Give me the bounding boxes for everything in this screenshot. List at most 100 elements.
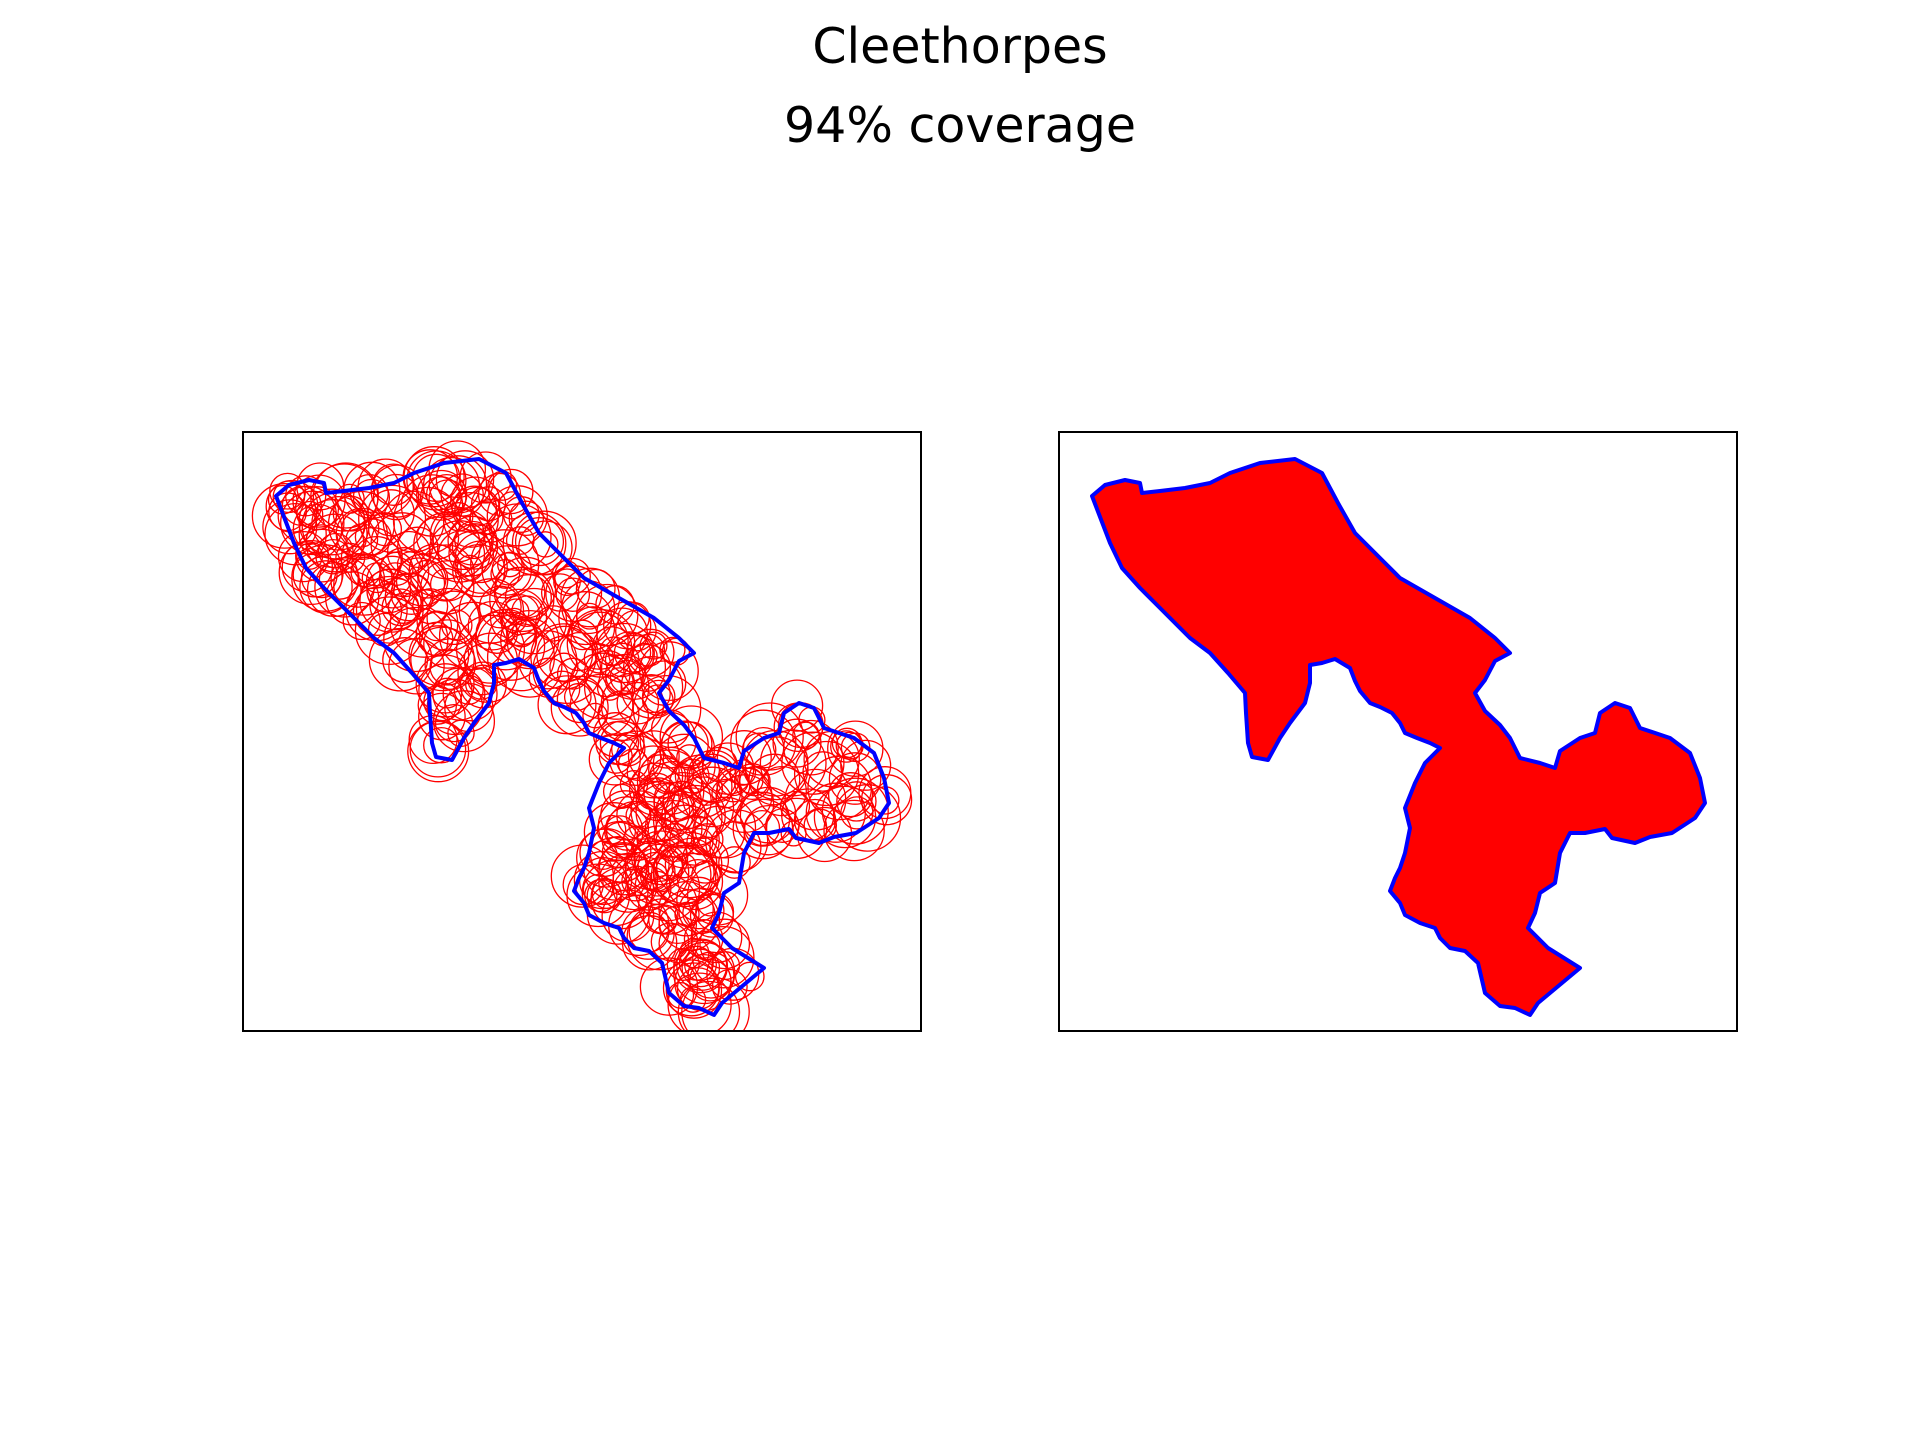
coverage-circle (417, 685, 458, 725)
coverage-circle (716, 730, 772, 786)
coverage-circle (429, 648, 467, 686)
coverage-circle (627, 730, 680, 783)
coverage-circle (718, 846, 751, 879)
coverage-circle (630, 642, 658, 670)
coverage-circle (840, 796, 874, 830)
coverage-circle (407, 559, 447, 599)
coverage-circle (391, 557, 446, 611)
coverage-circle (488, 468, 534, 515)
coverage-circle (506, 618, 536, 648)
coverage-circle (840, 739, 892, 791)
coverage-circle (400, 474, 464, 537)
coverage-circle (662, 959, 720, 1017)
coverage-circle (770, 679, 824, 732)
coverage-circle (616, 790, 666, 840)
coverage-circle (682, 896, 716, 930)
coverage-circle (594, 622, 655, 684)
coverage-circle (409, 720, 467, 778)
coverage-circle (285, 475, 327, 517)
coverage-circle (566, 609, 636, 678)
coverage-circle (658, 889, 721, 952)
coverage-circle (514, 517, 565, 567)
coverage-circle (501, 607, 527, 634)
coverage-circle (264, 502, 327, 566)
coverage-circle (687, 951, 735, 999)
coverage-circle (438, 601, 508, 671)
coverage-circle (566, 863, 631, 928)
coverage-circle (332, 495, 369, 532)
coverage-circle (744, 809, 781, 847)
coverage-circle (586, 877, 623, 914)
coverage-circle (604, 642, 640, 678)
coverage-circle (632, 674, 702, 744)
coverage-circle (570, 606, 616, 651)
coverage-circle (372, 473, 420, 521)
coverage-circle (616, 681, 660, 725)
coverage-circle (658, 880, 714, 937)
coverage-circle (269, 472, 307, 510)
coverage-circle (382, 637, 429, 683)
coverage-circle (408, 714, 458, 765)
coverage-circle (772, 718, 822, 768)
coverage-circle (489, 588, 548, 647)
coverage-circle (292, 503, 343, 554)
coverage-circle (582, 702, 608, 729)
coverage-circle (840, 732, 871, 763)
coverage-circle (676, 939, 728, 991)
coverage-circle (827, 772, 874, 818)
coverage-circle (459, 451, 512, 504)
coverage-circle (661, 720, 709, 769)
coverage-circle (821, 777, 889, 845)
coverage-circle (379, 551, 414, 586)
coverage-circle (384, 572, 434, 622)
coverage-circle (556, 657, 590, 690)
coverage-circle (357, 458, 414, 515)
coverage-circle (836, 781, 877, 822)
coverage-circle (575, 568, 616, 609)
coverage-circle (813, 785, 877, 849)
coverage-circle (563, 683, 592, 711)
coverage-circle (306, 562, 362, 617)
coverage-circle (280, 490, 345, 556)
coverage-circle (281, 541, 333, 593)
circle-packing-map (251, 440, 913, 1030)
coverage-circle (742, 726, 785, 769)
coverage-circle (583, 802, 644, 862)
coverage-circle (455, 614, 526, 684)
coverage-circle (447, 515, 498, 566)
coverage-circle (673, 941, 736, 1005)
coverage-circle (416, 469, 467, 521)
region-boundary (1090, 457, 1707, 1017)
coverage-circle (354, 518, 392, 556)
coverage-circle (540, 573, 580, 612)
coverage-circle (611, 731, 646, 767)
coverage-circle (559, 631, 599, 672)
coverage-circle (511, 510, 577, 576)
coverage-circle (428, 455, 488, 514)
coverage-circle (295, 528, 349, 583)
coverage-circle (497, 551, 523, 578)
coverage-circle (660, 787, 723, 850)
coverage-circle (305, 524, 339, 558)
coverage-circle (626, 865, 672, 911)
coverage-circle (451, 523, 499, 570)
coverage-circle (667, 972, 732, 1030)
coverage-circle (291, 544, 359, 612)
coverage-circle (734, 961, 765, 992)
coverage-circle (470, 529, 540, 599)
coverage-circle (686, 864, 749, 926)
coverage-circle (583, 643, 615, 674)
coverage-circle (502, 511, 567, 576)
coverage-circle (418, 663, 473, 718)
coverage-circle (272, 480, 306, 514)
coverage-circle (597, 843, 650, 896)
coverage-circle (476, 611, 546, 681)
coverage-circle (688, 753, 737, 803)
coverage-circle (617, 601, 650, 635)
coverage-circle (342, 601, 381, 641)
coverage-circle (555, 577, 591, 612)
coverage-circle (667, 981, 695, 1009)
coverage-circle (365, 555, 419, 609)
coverage-circle (784, 768, 847, 831)
coverage-circle (598, 739, 633, 774)
